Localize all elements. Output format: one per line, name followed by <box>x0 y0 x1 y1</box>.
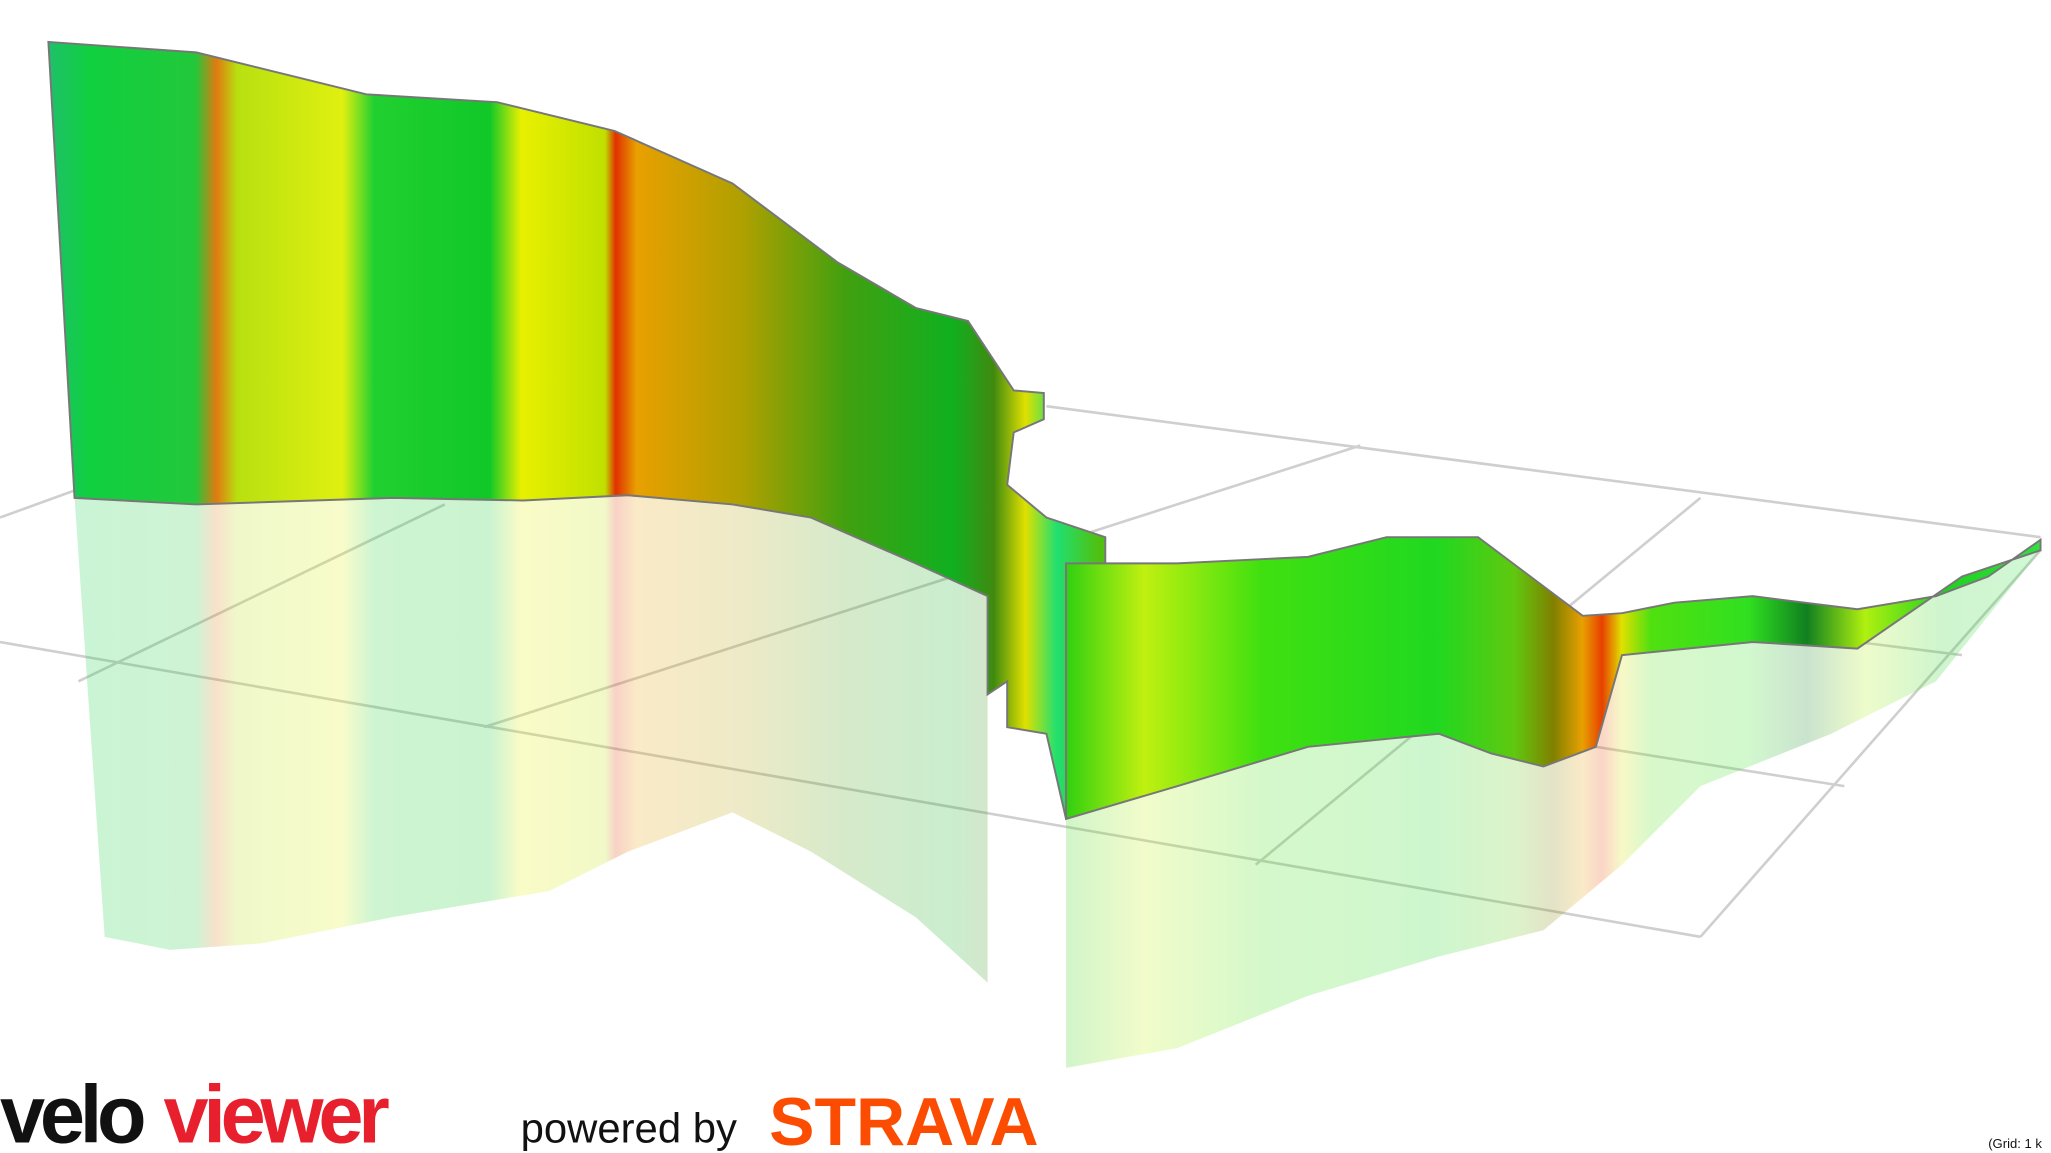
profile-reflection <box>74 495 2041 1068</box>
grid-line <box>0 488 77 519</box>
grid-line <box>1046 404 2041 539</box>
powered-by: powered by <box>521 1104 737 1151</box>
logo-velo: velo <box>0 1070 144 1153</box>
profile-wall <box>1065 536 2042 821</box>
strava-logo: STRAVA <box>769 1084 1039 1153</box>
grid-note: (Grid: 1 k <box>1988 1136 2042 1151</box>
footer: velo viewer powered by STRAVA (Grid: 1 k <box>0 1070 2042 1153</box>
logo-viewer: viewer <box>164 1070 390 1153</box>
